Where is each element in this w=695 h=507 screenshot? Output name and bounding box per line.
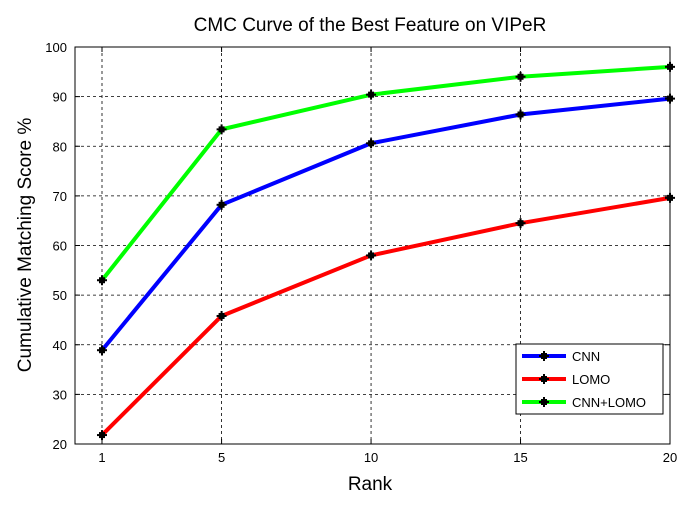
legend-item-cnn-lomo: CNN+LOMO (522, 395, 646, 410)
x-tick-label: 20 (663, 450, 677, 465)
legend: CNN LOMO CNN+LOMO (515, 343, 664, 415)
y-axis-label: Cumulative Matching Score % (15, 118, 36, 373)
y-tick-label: 90 (53, 90, 67, 105)
x-tick-label: 15 (513, 450, 527, 465)
data-point-lomo (366, 250, 377, 261)
legend-label: CNN (572, 349, 600, 364)
y-tick-label: 30 (53, 387, 67, 402)
x-axis-label: Rank (348, 474, 393, 495)
legend-label: LOMO (572, 372, 610, 387)
series-line-cnn (100, 96, 671, 352)
y-tick-label: 40 (53, 338, 67, 353)
y-tick-label: 70 (53, 189, 67, 204)
y-tick-label: 20 (53, 437, 67, 452)
legend-marker (539, 397, 549, 407)
y-tick-label: 100 (45, 40, 67, 55)
data-point-cnn-lomo (366, 89, 377, 100)
x-tick-label: 1 (98, 450, 105, 465)
data-point-lomo (216, 310, 227, 321)
data-point-cnn (366, 138, 377, 149)
data-point-cnn (515, 109, 526, 120)
data-point-cnn (97, 345, 107, 356)
data-point-lomo (515, 218, 526, 229)
data-point-cnn-lomo (216, 124, 227, 135)
plot-series (97, 61, 675, 441)
legend-item-lomo: LOMO (522, 372, 610, 387)
data-point-lomo (97, 430, 107, 441)
x-tick-label: 10 (364, 450, 378, 465)
chart-title: CMC Curve of the Best Feature on VIPeR (194, 15, 547, 36)
y-tick-label: 60 (53, 239, 67, 254)
legend-label: CNN+LOMO (572, 395, 646, 410)
data-point-cnn (216, 199, 227, 210)
data-point-cnn-lomo (515, 71, 526, 82)
legend-marker (539, 351, 549, 361)
series-cnn (97, 93, 675, 356)
y-tick-label: 80 (53, 139, 67, 154)
data-point-cnn-lomo (97, 275, 107, 286)
legend-item-cnn: CNN (522, 349, 600, 364)
x-tick-label: 5 (218, 450, 225, 465)
y-tick-label: 50 (53, 288, 67, 303)
legend-marker (539, 374, 549, 384)
